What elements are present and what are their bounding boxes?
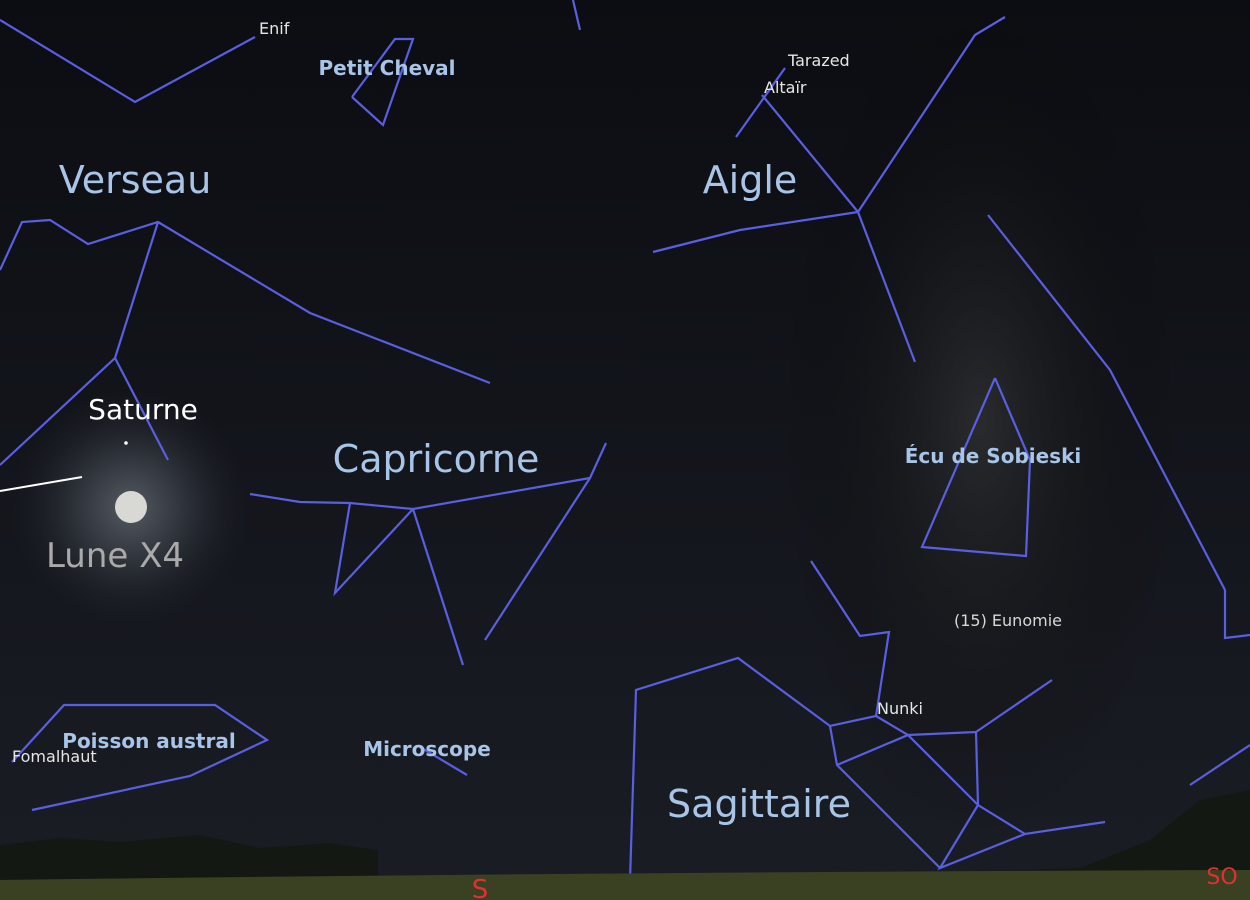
cardinal-label: SO	[1206, 865, 1237, 890]
ground	[0, 870, 1250, 900]
moon-label: Lune X4	[46, 536, 184, 576]
constellation-label: Aigle	[703, 158, 798, 202]
star-labels: Enif Tarazed Altaïr Fomalhaut Nunki	[12, 19, 923, 766]
star-label: Enif	[259, 19, 290, 38]
cardinal-label: S	[472, 875, 489, 900]
star-label: Fomalhaut	[12, 747, 97, 766]
constellation-label: Microscope	[363, 737, 491, 761]
constellation-label: Poisson austral	[62, 729, 235, 753]
milky-way	[780, 0, 1180, 840]
star-label: Altaïr	[764, 78, 807, 97]
planet-label: Saturne	[88, 393, 198, 426]
asteroid-label: (15) Eunomie	[954, 611, 1062, 630]
constellation-lines	[0, 0, 1250, 881]
saturn	[124, 441, 128, 445]
constellation-label: Sagittaire	[667, 782, 851, 826]
constellation-labels: Verseau Petit Cheval Aigle Capricorne Éc…	[59, 56, 1082, 826]
moon	[115, 491, 147, 523]
constellation-label: Écu de Sobieski	[905, 444, 1082, 468]
star-label: Tarazed	[787, 51, 850, 70]
moon-pointer	[0, 476, 83, 492]
constellation-label: Capricorne	[333, 437, 540, 481]
constellation-label: Petit Cheval	[318, 56, 455, 80]
constellation-label: Verseau	[59, 158, 212, 202]
star-label: Nunki	[877, 699, 923, 718]
